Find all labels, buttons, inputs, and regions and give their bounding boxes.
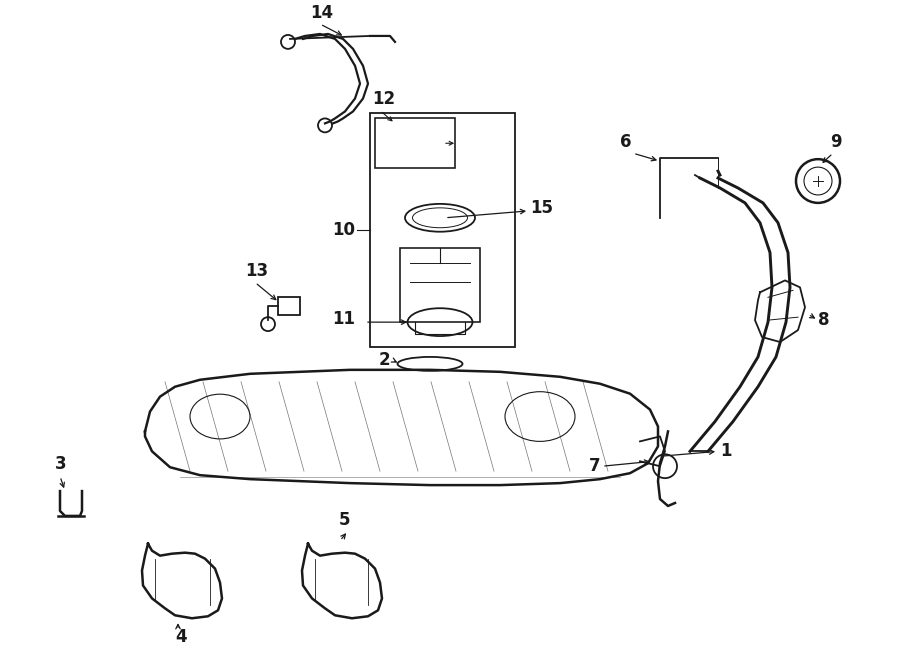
Text: 1: 1	[720, 442, 732, 460]
Text: 6: 6	[620, 134, 632, 151]
Text: 15: 15	[530, 199, 553, 217]
Text: 13: 13	[245, 262, 268, 280]
Bar	[370, 114, 515, 347]
Text: 12: 12	[372, 91, 395, 108]
Text: 3: 3	[55, 455, 67, 473]
Bar	[278, 297, 300, 315]
Text: 11: 11	[332, 310, 355, 328]
Text: 7: 7	[589, 457, 600, 475]
Text: 8: 8	[818, 311, 830, 329]
Bar	[375, 118, 455, 168]
Text: 5: 5	[338, 511, 350, 529]
Text: 4: 4	[175, 628, 186, 646]
Bar	[400, 248, 480, 322]
Text: 10: 10	[332, 221, 355, 239]
Text: 2: 2	[378, 351, 390, 369]
Text: 9: 9	[830, 134, 842, 151]
Text: 14: 14	[310, 4, 333, 22]
